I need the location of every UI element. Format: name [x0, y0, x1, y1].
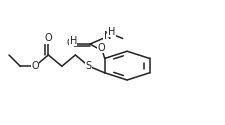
Text: O: O	[45, 33, 52, 43]
Text: N: N	[104, 31, 111, 41]
Text: O: O	[97, 43, 105, 53]
Text: H: H	[70, 36, 77, 46]
Text: O: O	[31, 61, 39, 71]
Text: S: S	[86, 61, 92, 71]
Text: O: O	[66, 38, 74, 48]
Text: H: H	[108, 26, 115, 36]
